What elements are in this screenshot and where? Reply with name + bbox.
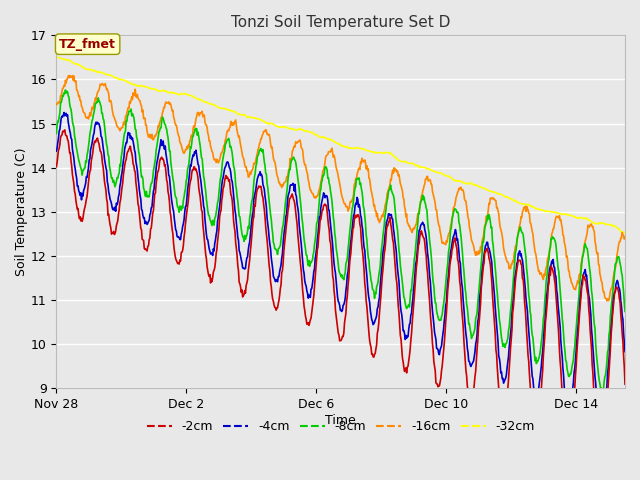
Legend: -2cm, -4cm, -8cm, -16cm, -32cm: -2cm, -4cm, -8cm, -16cm, -32cm <box>141 415 540 438</box>
X-axis label: Time: Time <box>325 414 356 427</box>
Text: TZ_fmet: TZ_fmet <box>60 38 116 51</box>
Title: Tonzi Soil Temperature Set D: Tonzi Soil Temperature Set D <box>231 15 451 30</box>
Y-axis label: Soil Temperature (C): Soil Temperature (C) <box>15 147 28 276</box>
